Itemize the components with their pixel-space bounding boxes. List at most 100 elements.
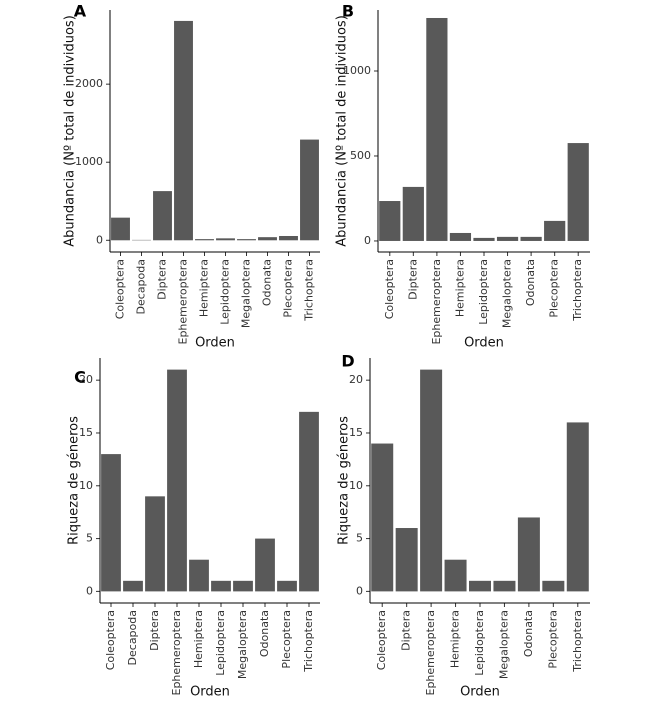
x-tick-label: Trichoptera xyxy=(571,610,584,673)
bar xyxy=(300,139,319,241)
y-tick-label: 10 xyxy=(79,479,93,492)
x-tick-label: Hemiptera xyxy=(192,610,205,668)
x-tick-label: Megaloptera xyxy=(501,259,514,328)
x-tick-label: Lepidoptera xyxy=(214,610,227,676)
y-tick-label: 20 xyxy=(79,373,93,386)
bar xyxy=(299,411,319,592)
panel-label: A xyxy=(74,2,87,21)
x-tick-label: Hemiptera xyxy=(453,259,466,317)
x-tick-label: Plecoptera xyxy=(282,259,295,318)
bar xyxy=(145,496,165,592)
bar xyxy=(174,20,193,241)
x-tick-label: Diptera xyxy=(406,259,419,300)
x-tick-label: Diptera xyxy=(156,259,169,300)
y-tick-label: 15 xyxy=(79,426,93,439)
bar xyxy=(379,201,401,241)
bar xyxy=(277,580,297,592)
y-axis-title: Abundancia (Nº total de individuos) xyxy=(63,15,78,247)
x-tick-label: Decapoda xyxy=(135,259,148,314)
y-tick-label: 1000 xyxy=(75,155,103,168)
bar xyxy=(167,369,187,592)
x-tick-label: Ephemeroptera xyxy=(424,610,437,696)
bar xyxy=(544,220,566,241)
bar xyxy=(493,580,516,592)
bar xyxy=(426,17,448,241)
y-tick-label: 15 xyxy=(349,426,363,439)
x-tick-label: Odonata xyxy=(261,259,274,306)
panel-label: D xyxy=(341,352,354,371)
x-tick-label: Hemiptera xyxy=(449,610,462,668)
x-tick-label: Diptera xyxy=(400,610,413,651)
x-axis-title: Orden xyxy=(190,685,230,700)
x-tick-label: Trichoptera xyxy=(571,259,584,322)
x-tick-label: Diptera xyxy=(148,610,161,651)
y-tick-label: 0 xyxy=(356,584,363,597)
y-tick-label: 0 xyxy=(364,234,371,247)
x-tick-label: Odonata xyxy=(258,610,271,657)
x-tick-label: Coleoptera xyxy=(383,259,396,319)
x-tick-label: Ephemeroptera xyxy=(170,610,183,696)
bar xyxy=(255,538,275,592)
x-tick-label: Lepidoptera xyxy=(219,259,232,325)
bar xyxy=(258,237,277,241)
bar xyxy=(542,580,565,592)
panel-label: B xyxy=(342,2,354,21)
y-axis-title: Riqueza de géneros xyxy=(67,416,82,545)
y-tick-label: 0 xyxy=(86,584,93,597)
x-tick-label: Plecoptera xyxy=(280,610,293,669)
bar xyxy=(111,217,130,241)
y-tick-label: 500 xyxy=(350,149,371,162)
y-tick-label: 1000 xyxy=(343,64,371,77)
bar xyxy=(567,143,589,241)
y-axis-title: Abundancia (Nº total de individuos) xyxy=(335,15,350,247)
bar xyxy=(233,580,253,592)
x-tick-label: Coleoptera xyxy=(114,259,127,319)
bar xyxy=(395,528,418,592)
x-tick-label: Lepidoptera xyxy=(477,259,490,325)
bar xyxy=(517,517,540,592)
bar xyxy=(473,237,495,241)
bar xyxy=(420,369,443,592)
x-tick-label: Trichoptera xyxy=(302,610,315,673)
bar xyxy=(520,236,542,241)
panel-label: C xyxy=(74,368,86,387)
x-tick-label: Odonata xyxy=(524,259,537,306)
y-tick-label: 20 xyxy=(349,373,363,386)
bar xyxy=(153,191,172,241)
bar xyxy=(444,559,467,592)
bar xyxy=(566,422,589,592)
bar xyxy=(402,186,424,241)
x-axis-title: Orden xyxy=(464,336,504,351)
bar xyxy=(123,580,143,592)
bar xyxy=(237,239,256,241)
bar xyxy=(101,454,121,592)
x-tick-label: Ephemeroptera xyxy=(177,259,190,345)
x-tick-label: Plecoptera xyxy=(548,259,561,318)
x-axis-title: Orden xyxy=(460,685,500,700)
y-tick-label: 5 xyxy=(86,532,93,545)
x-tick-label: Plecoptera xyxy=(546,610,559,669)
bar xyxy=(469,580,491,592)
bar xyxy=(195,239,214,241)
bar xyxy=(371,443,394,592)
y-tick-label: 2000 xyxy=(75,77,103,90)
y-tick-label: 0 xyxy=(96,233,103,246)
bar xyxy=(279,235,298,241)
x-tick-label: Megaloptera xyxy=(240,259,253,328)
bar xyxy=(216,238,235,241)
x-tick-label: Coleoptera xyxy=(104,610,117,670)
bar xyxy=(449,232,472,241)
x-tick-label: Megaloptera xyxy=(497,610,510,679)
x-tick-label: Decapoda xyxy=(126,610,139,665)
bar xyxy=(496,236,519,241)
x-tick-label: Hemiptera xyxy=(198,259,211,317)
bar xyxy=(189,559,209,592)
y-tick-label: 10 xyxy=(349,479,363,492)
y-tick-label: 5 xyxy=(356,532,363,545)
x-tick-label: Trichoptera xyxy=(303,259,316,322)
x-tick-label: Coleoptera xyxy=(375,610,388,670)
y-axis-title: Riqueza de géneros xyxy=(337,416,352,545)
x-tick-label: Odonata xyxy=(522,610,535,657)
x-tick-label: Ephemeroptera xyxy=(430,259,443,345)
